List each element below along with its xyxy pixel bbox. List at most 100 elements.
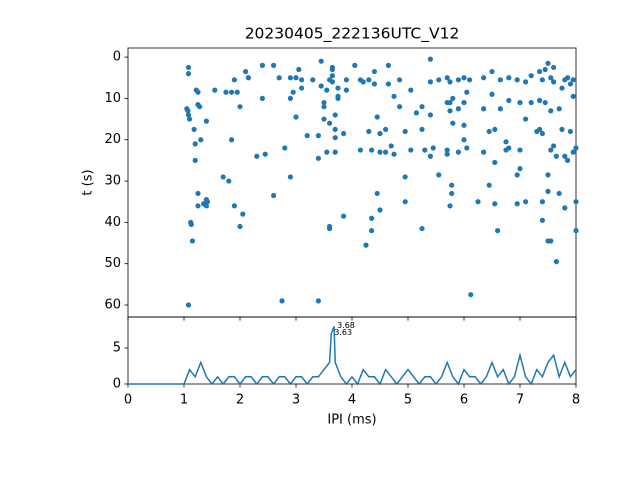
point xyxy=(290,89,296,95)
point xyxy=(271,62,277,68)
point xyxy=(545,60,551,66)
point xyxy=(489,91,495,97)
y-axis-label: t (s) xyxy=(81,169,96,195)
point xyxy=(366,77,372,83)
point xyxy=(475,199,481,205)
point xyxy=(559,126,565,133)
point xyxy=(299,85,305,91)
point xyxy=(231,203,237,209)
point xyxy=(464,89,470,95)
point xyxy=(447,79,453,85)
point xyxy=(542,99,548,106)
y-tick-label: 0 xyxy=(113,377,121,392)
y-tick-label: 40 xyxy=(104,215,121,230)
point xyxy=(542,66,548,73)
point xyxy=(548,147,554,153)
y-tick-label: 5 xyxy=(113,340,121,355)
point xyxy=(427,56,433,62)
point xyxy=(556,190,562,197)
point xyxy=(481,106,487,112)
annotation: 3.68 xyxy=(337,321,355,330)
point xyxy=(296,66,302,73)
point xyxy=(447,99,453,106)
point xyxy=(556,106,562,112)
point xyxy=(195,190,201,197)
y-tick-label: 50 xyxy=(104,256,121,271)
point xyxy=(514,77,520,83)
point xyxy=(329,73,335,79)
point xyxy=(444,147,450,153)
point xyxy=(481,149,487,155)
point xyxy=(282,145,288,151)
point xyxy=(229,137,235,143)
point xyxy=(539,199,546,205)
point xyxy=(430,145,436,151)
point xyxy=(492,159,498,166)
point xyxy=(573,145,579,151)
point xyxy=(570,77,576,83)
point xyxy=(464,145,470,151)
point xyxy=(486,128,492,135)
point xyxy=(315,298,321,304)
point xyxy=(332,112,338,118)
point xyxy=(468,292,474,298)
point xyxy=(570,93,576,99)
point xyxy=(449,182,455,188)
point xyxy=(548,108,554,114)
point xyxy=(304,133,310,139)
x-tick-label: 8 xyxy=(572,393,580,408)
point xyxy=(450,120,456,126)
x-tick-label: 3 xyxy=(292,393,300,408)
point xyxy=(329,66,335,73)
point xyxy=(324,87,330,93)
point xyxy=(335,95,341,102)
point xyxy=(352,62,358,68)
point xyxy=(548,75,554,81)
point xyxy=(318,58,324,64)
point xyxy=(447,203,453,209)
point xyxy=(321,104,327,110)
point xyxy=(450,95,456,102)
point xyxy=(492,126,498,133)
point xyxy=(327,225,333,232)
point xyxy=(553,259,560,265)
point xyxy=(444,151,450,157)
x-tick-label: 6 xyxy=(460,393,468,408)
point xyxy=(481,75,487,81)
point xyxy=(259,95,265,102)
point xyxy=(523,116,529,122)
x-tick-label: 5 xyxy=(404,393,412,408)
point xyxy=(377,130,383,137)
point xyxy=(203,118,209,124)
point xyxy=(567,128,574,135)
point xyxy=(514,172,520,178)
point xyxy=(240,211,246,217)
point xyxy=(455,106,461,112)
point xyxy=(517,166,523,172)
point xyxy=(408,87,414,93)
point xyxy=(391,151,397,157)
point xyxy=(279,298,285,304)
point xyxy=(271,192,277,199)
point xyxy=(363,242,369,248)
point xyxy=(185,71,192,77)
point xyxy=(357,147,363,153)
point xyxy=(551,143,557,149)
point xyxy=(226,178,232,184)
point xyxy=(427,112,433,118)
point xyxy=(461,75,467,81)
point xyxy=(551,64,557,71)
point xyxy=(548,238,554,244)
point xyxy=(402,174,408,180)
point xyxy=(514,201,520,207)
point xyxy=(545,172,551,178)
point xyxy=(537,68,543,75)
point xyxy=(402,199,408,205)
x-tick-label: 0 xyxy=(124,393,132,408)
point xyxy=(486,182,492,188)
point xyxy=(537,126,543,133)
x-axis-label: IPI (ms) xyxy=(327,413,376,428)
point xyxy=(335,85,341,91)
point xyxy=(523,79,529,85)
point xyxy=(369,215,375,221)
